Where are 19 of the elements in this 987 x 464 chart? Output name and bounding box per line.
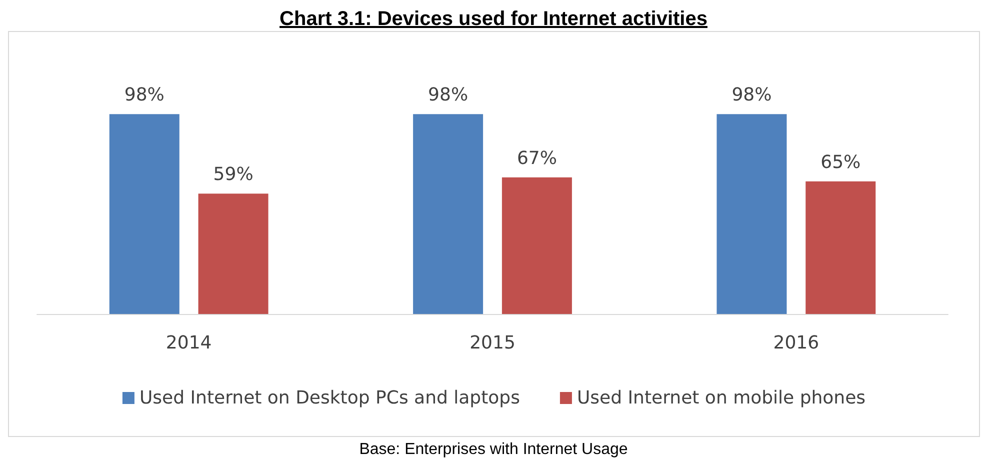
legend-label: Used Internet on mobile phones — [576, 388, 866, 408]
data-label: 98% — [732, 84, 772, 106]
text: Base: Enterprises with Internet Usage — [358, 441, 629, 459]
bar — [413, 114, 484, 314]
legend-label: Used Internet on Desktop PCs and laptops — [139, 388, 520, 408]
bar — [198, 194, 268, 314]
bar — [502, 177, 572, 314]
bar — [109, 114, 180, 314]
x-tick-label: 2014 — [166, 332, 212, 354]
bar — [806, 181, 876, 314]
chart-title: Chart 3.1: Devices used for Internet activities — [278, 8, 708, 31]
x-tick-label: 2016 — [773, 332, 820, 354]
data-label: 98% — [428, 84, 468, 106]
data-label: 67% — [516, 148, 557, 169]
x-tick-label: 2015 — [470, 332, 516, 354]
bar — [716, 114, 787, 314]
data-label: 98% — [124, 84, 164, 106]
data-label: 65% — [820, 152, 861, 173]
data-label: 59% — [213, 164, 254, 186]
